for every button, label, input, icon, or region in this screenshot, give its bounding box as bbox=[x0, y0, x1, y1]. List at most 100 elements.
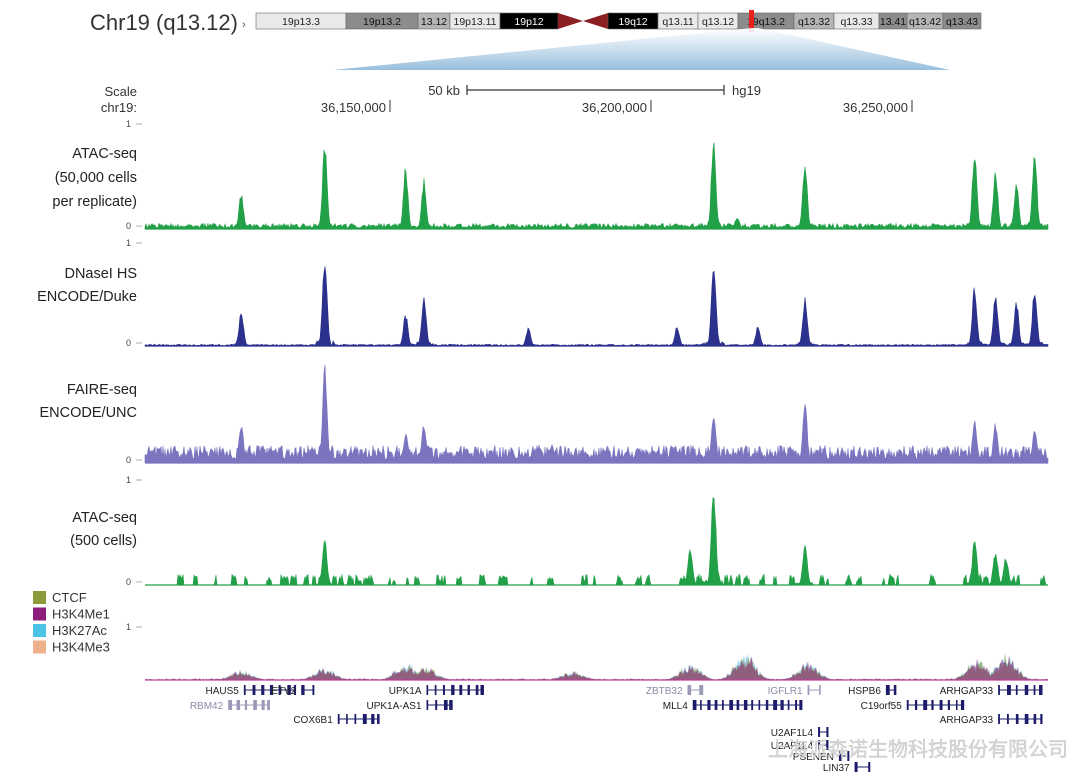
track-label: FAIRE-seq bbox=[67, 382, 137, 398]
gene-exon bbox=[721, 700, 724, 710]
band-label: q13.11 bbox=[662, 16, 693, 28]
gene-exon bbox=[893, 685, 897, 695]
histone-signal-area bbox=[145, 653, 1048, 680]
gene-exon bbox=[354, 714, 357, 724]
gene-exon bbox=[699, 685, 704, 695]
gene-label: U2AF1L4 bbox=[771, 728, 814, 739]
track-dnase: DNaseI HS ENCODE/Duke 1 0 bbox=[37, 238, 1049, 348]
gene-exon bbox=[278, 685, 281, 695]
legend-swatch bbox=[33, 607, 46, 621]
gene-exon bbox=[451, 685, 455, 695]
band-label: 13.12 bbox=[421, 16, 447, 28]
track-label: per replicate) bbox=[52, 194, 137, 210]
gene-exon bbox=[780, 700, 784, 710]
legend-label: H3K27Ac bbox=[52, 623, 107, 638]
signal-area-atac500 bbox=[145, 497, 1048, 586]
gene-mll4: MLL4 bbox=[663, 700, 803, 712]
gene-exon bbox=[707, 700, 711, 710]
coordinate-tick-label: 36,150,000 bbox=[321, 100, 386, 115]
gene-exon bbox=[1033, 685, 1036, 695]
histone-signal-area bbox=[145, 655, 1048, 680]
gene-label: U2AF1L4 bbox=[771, 741, 814, 752]
gene-exon bbox=[758, 700, 761, 710]
track-label: ENCODE/Duke bbox=[37, 289, 137, 305]
gene-label: C19orf55 bbox=[861, 701, 903, 712]
gene-exon bbox=[301, 685, 305, 695]
gene-exon bbox=[261, 685, 265, 695]
gene-label: MLL4 bbox=[663, 701, 688, 712]
legend-swatch bbox=[33, 591, 46, 604]
track-ytick-label: 0 bbox=[126, 455, 131, 465]
gene-exon bbox=[939, 700, 943, 710]
gene-rbm42: RBM42 bbox=[190, 700, 270, 712]
gene-exon bbox=[475, 685, 479, 695]
gene-psenen: PSENEN bbox=[793, 751, 850, 763]
gene-exon bbox=[312, 685, 315, 695]
centromere-right bbox=[583, 13, 608, 29]
zoom-region-wedge bbox=[333, 28, 950, 70]
gene-exon bbox=[773, 700, 778, 710]
gene-exon bbox=[743, 700, 748, 710]
gene-exon bbox=[847, 751, 850, 761]
gene-u2af1l4: U2AF1L4 bbox=[771, 740, 829, 752]
gene-exon bbox=[947, 700, 950, 710]
gene-exon bbox=[253, 700, 257, 710]
legend-label: H3K4Me1 bbox=[52, 607, 110, 622]
gene-exon bbox=[955, 700, 958, 710]
gene-label: HSPB6 bbox=[848, 686, 881, 697]
track-label: (50,000 cells bbox=[55, 170, 137, 186]
gene-label: ARHGAP33 bbox=[940, 686, 994, 697]
gene-u2af1l4: U2AF1L4 bbox=[771, 727, 829, 739]
gene-exon bbox=[923, 700, 928, 710]
band-label: 19q12 bbox=[618, 16, 647, 28]
legend-swatch bbox=[33, 640, 46, 654]
gene-exon bbox=[244, 700, 248, 710]
gene-exon bbox=[838, 751, 842, 761]
gene-lin37: LIN37 bbox=[823, 762, 871, 774]
gene-exon bbox=[1024, 714, 1029, 724]
gene-label: HAUS5 bbox=[205, 686, 239, 697]
gene-label: IGFLR1 bbox=[768, 686, 803, 697]
gene-exon bbox=[787, 700, 790, 710]
gene-exon bbox=[337, 714, 340, 724]
band-label: q13.12 bbox=[702, 16, 734, 28]
gene-exon bbox=[362, 714, 367, 724]
band-label: q13.43 bbox=[946, 16, 978, 28]
coordinate-ticks: 36,150,000 36,200,000 36,250,000 bbox=[321, 100, 913, 115]
gene-exon bbox=[1015, 714, 1019, 724]
coordinate-tick-label: 36,200,000 bbox=[582, 100, 647, 115]
track-atac500: ATAC-seq (500 cells) 1 0 bbox=[70, 475, 1048, 587]
gene-exon bbox=[1024, 685, 1029, 695]
gene-cox6b1: COX6B1 bbox=[293, 714, 380, 726]
gene-exon bbox=[736, 700, 740, 710]
band-label: 19p12 bbox=[514, 16, 543, 28]
gene-exon bbox=[1033, 714, 1037, 724]
track-ytick-label: 1 bbox=[126, 622, 131, 632]
band-label: q13.33 bbox=[840, 16, 872, 28]
assembly-label: hg19 bbox=[732, 83, 761, 98]
gene-exon bbox=[377, 714, 380, 724]
track-ytick-label: 1 bbox=[126, 475, 131, 485]
gene-exon bbox=[269, 685, 274, 695]
band-label: 19p13.11 bbox=[453, 16, 496, 28]
track-atac50k: ATAC-seq (50,000 cells per replicate) 1 0 bbox=[52, 119, 1049, 231]
gene-exon bbox=[243, 685, 246, 695]
gene-exon bbox=[998, 685, 1000, 695]
gene-exon bbox=[480, 685, 484, 695]
band-label: q13.32 bbox=[798, 16, 830, 28]
gene-label: UPK1A-AS1 bbox=[367, 701, 422, 712]
gene-exon bbox=[261, 700, 265, 710]
gene-exon bbox=[799, 700, 803, 710]
gene-hspb6: HSPB6 bbox=[848, 685, 897, 697]
band-label: 13.41 bbox=[880, 16, 906, 28]
gene-exon bbox=[293, 685, 297, 695]
gene-exon bbox=[1007, 714, 1009, 724]
band-q13-43 bbox=[942, 12, 982, 30]
gene-exon bbox=[868, 762, 871, 772]
gene-exon bbox=[434, 685, 437, 695]
gene-exon bbox=[346, 714, 348, 724]
gene-etv2: ETV2 bbox=[271, 685, 315, 697]
gene-exon bbox=[287, 685, 291, 695]
gene-exon bbox=[426, 685, 429, 695]
